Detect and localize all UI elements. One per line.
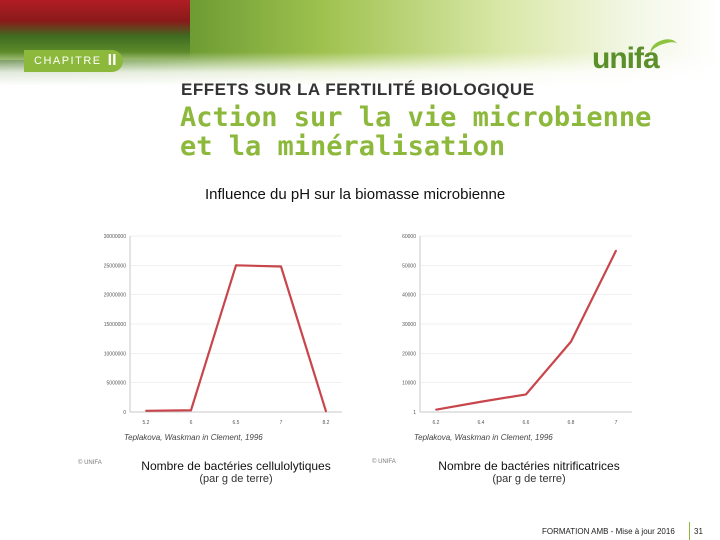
x-tick-label: 6.2 xyxy=(433,420,440,426)
chapter-label: CHAPITRE xyxy=(34,55,102,67)
y-tick-label: 60000 xyxy=(402,234,416,240)
y-tick-label: 30000 xyxy=(402,322,416,328)
data-point xyxy=(325,410,327,413)
y-tick-label: 20000 xyxy=(402,351,416,357)
x-tick-label: 6 xyxy=(190,420,193,426)
x-tick-label: 6.5 xyxy=(233,420,240,426)
y-tick-label: 50000 xyxy=(402,263,416,269)
data-point xyxy=(435,408,437,411)
data-point xyxy=(280,265,282,268)
chart-source-note: Teplakova, Waskman in Clement, 1996 xyxy=(414,433,553,442)
chart-caption-2: Nombre de bactéries nitrificatrices (par… xyxy=(418,459,640,485)
copyright-label-1: © UNIFA xyxy=(78,460,102,466)
slide-title-line-2: et la minéralisation xyxy=(180,131,506,162)
page-number: 31 xyxy=(694,527,703,536)
chart-cellulolytic-bacteria: 30000000 25000000 20000000 15000000 10000000… xyxy=(104,234,342,442)
chart-caption-1-title: Nombre de bactéries cellulolytiques xyxy=(141,459,331,473)
chart-nitrifying-bacteria: 60000 50000 40000 30000 20000 10000 1 6.2 6.4 6.6… xyxy=(402,234,632,442)
data-point xyxy=(525,393,527,396)
slide-title: Action sur la vie microbienne et la miné… xyxy=(180,103,651,161)
x-tick-label: 6.8 xyxy=(568,420,575,426)
y-tick-label: 10000 xyxy=(402,381,416,387)
unifa-logo: unifa xyxy=(588,35,688,80)
chapter-number: II xyxy=(107,52,117,69)
x-tick-label: 8.2 xyxy=(323,420,330,426)
chart-caption-1-unit: (par g de terre) xyxy=(199,473,273,485)
data-point xyxy=(480,400,482,403)
x-tick-label: 7 xyxy=(280,420,283,426)
y-tick-label: 15000000 xyxy=(104,322,126,328)
data-point xyxy=(615,249,617,252)
chart-caption-2-title: Nombre de bactéries nitrificatrices xyxy=(438,459,620,473)
y-tick-label: 5000000 xyxy=(107,381,127,387)
footer-text: FORMATION AMB - Mise à jour 2016 xyxy=(542,527,675,536)
logo-text: unifa xyxy=(592,42,660,75)
chart-caption-1: Nombre de bactéries cellulolytiques (par… xyxy=(125,459,347,485)
data-point xyxy=(190,409,192,412)
y-tick-label: 30000000 xyxy=(104,234,126,240)
footer-divider xyxy=(689,522,690,540)
chapter-badge: CHAPITRE II xyxy=(24,50,123,72)
logo-swoosh-icon xyxy=(647,35,681,63)
data-point xyxy=(145,409,147,412)
y-tick-label: 20000000 xyxy=(104,293,126,299)
x-tick-label: 6.4 xyxy=(478,420,485,426)
y-tick-label: 10000000 xyxy=(104,351,126,357)
x-tick-label: 5.2 xyxy=(143,420,150,426)
y-tick-label: 1 xyxy=(413,410,416,416)
data-point xyxy=(570,340,572,343)
series-line xyxy=(145,264,328,412)
chart-heading: Influence du pH sur la biomasse microbie… xyxy=(205,186,506,203)
copyright-label-2: © UNIFA xyxy=(372,459,396,465)
slide-title-line-1: Action sur la vie microbienne xyxy=(180,102,652,133)
slide-subtitle: EFFETS SUR LA FERTILITÉ BIOLOGIQUE xyxy=(181,80,535,99)
data-point xyxy=(235,264,237,267)
x-tick-label: 6.6 xyxy=(523,420,530,426)
x-tick-label: 7 xyxy=(615,420,618,426)
y-tick-label: 0 xyxy=(123,410,126,416)
chart-source-note: Teplakova, Waskman in Clement, 1996 xyxy=(124,433,263,442)
chart-caption-2-unit: (par g de terre) xyxy=(492,473,566,485)
series-line xyxy=(435,250,617,411)
y-tick-label: 40000 xyxy=(402,293,416,299)
y-tick-label: 25000000 xyxy=(104,263,126,269)
